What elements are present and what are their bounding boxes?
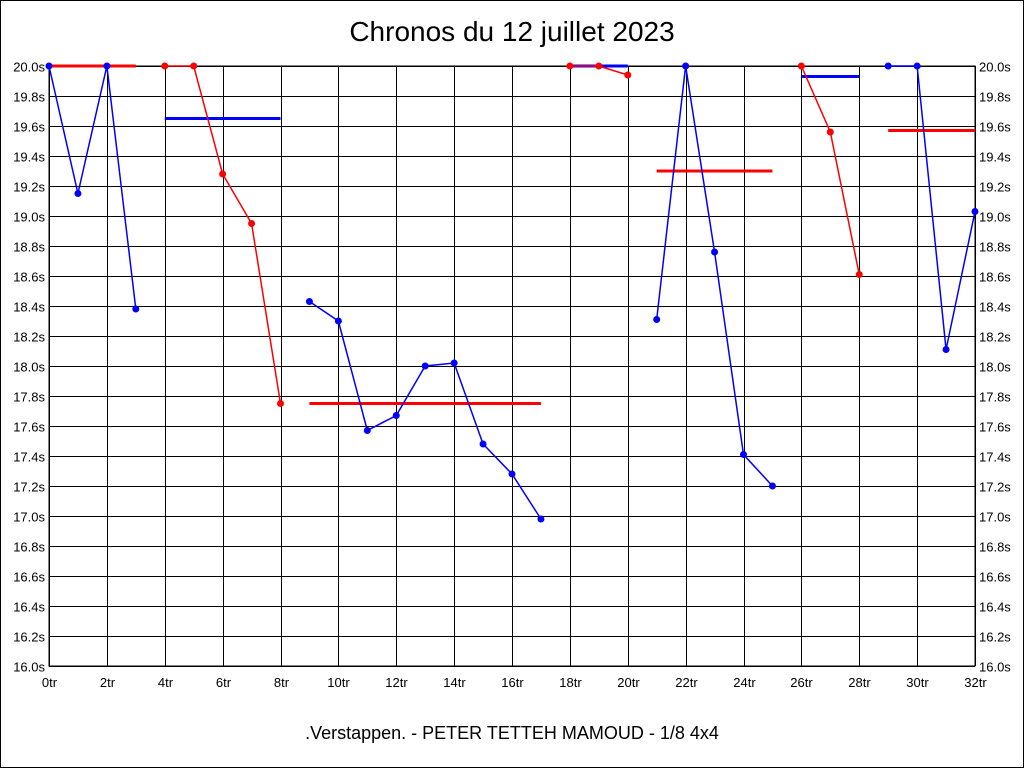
y-tick-label-left: 20.0s: [13, 60, 45, 75]
y-tick-label-right: 16.6s: [979, 570, 1011, 585]
data-point: [421, 362, 429, 370]
data-point: [219, 170, 227, 178]
x-tick-label: 0tr: [42, 675, 58, 690]
y-tick-label-right: 17.4s: [979, 450, 1011, 465]
y-tick-label-left: 19.6s: [13, 120, 45, 135]
x-tick-label: 20tr: [617, 675, 640, 690]
data-point: [305, 298, 313, 305]
series-line: [164, 65, 282, 404]
data-point: [740, 451, 747, 458]
y-tick-label-left: 18.6s: [13, 270, 45, 285]
y-tick-label-left: 16.6s: [13, 570, 45, 585]
y-tick-label-right: 18.4s: [979, 300, 1011, 315]
x-tick-label: 24tr: [733, 675, 756, 690]
x-tick-label: 10tr: [327, 675, 350, 690]
data-point: [74, 190, 82, 197]
y-tick-label-right: 17.8s: [979, 390, 1011, 405]
series-line: [800, 65, 860, 275]
data-point: [711, 248, 719, 256]
data-point: [363, 427, 371, 434]
y-tick-label-right: 19.6s: [979, 120, 1011, 135]
data-point: [566, 62, 574, 70]
x-tick-label: 6tr: [216, 675, 232, 690]
x-tick-label: 4tr: [158, 675, 174, 690]
data-point: [826, 128, 834, 136]
y-tick-label-left: 18.4s: [13, 300, 45, 315]
data-point: [595, 62, 603, 70]
y-tick-label-left: 19.2s: [13, 180, 45, 195]
y-tick-label-right: 16.2s: [979, 630, 1011, 645]
data-point: [653, 316, 661, 323]
data-point: [884, 62, 892, 70]
y-tick-label-right: 18.8s: [979, 240, 1011, 255]
y-tick-label-right: 18.6s: [979, 270, 1011, 285]
data-point: [392, 412, 400, 419]
data-point: [913, 62, 921, 70]
y-tick-label-right: 17.6s: [979, 420, 1011, 435]
x-tick-label: 2tr: [100, 675, 116, 690]
y-tick-label-right: 19.0s: [979, 210, 1011, 225]
data-point: [508, 470, 516, 478]
y-tick-label-right: 17.2s: [979, 480, 1011, 495]
y-tick-label-left: 16.8s: [13, 540, 45, 555]
x-tick-label: 8tr: [274, 675, 290, 690]
data-point: [768, 482, 776, 490]
y-tick-label-left: 18.0s: [13, 360, 45, 375]
x-tick-label: 28tr: [848, 675, 871, 690]
data-point: [103, 62, 111, 70]
data-point: [537, 515, 545, 523]
y-tick-label-right: 16.4s: [979, 600, 1011, 615]
chart-subtitle: .Verstappen. - PETER TETTEH MAMOUD - 1/8…: [305, 723, 719, 743]
y-tick-label-left: 16.2s: [13, 630, 45, 645]
data-point: [855, 271, 863, 278]
y-tick-label-right: 18.0s: [979, 360, 1011, 375]
y-tick-label-right: 19.2s: [979, 180, 1011, 195]
x-tick-label: 12tr: [385, 675, 408, 690]
y-tick-label-left: 17.6s: [13, 420, 45, 435]
data-point: [248, 220, 256, 227]
y-tick-label-right: 16.8s: [979, 540, 1011, 555]
y-tick-label-right: 19.4s: [979, 150, 1011, 165]
data-point: [942, 346, 950, 353]
y-tick-label-left: 17.4s: [13, 450, 45, 465]
y-tick-label-right: 16.0s: [979, 660, 1011, 675]
y-tick-label-right: 17.0s: [979, 510, 1011, 525]
series-line: [48, 65, 137, 310]
y-tick-label-right: 19.8s: [979, 90, 1011, 105]
data-point: [624, 71, 632, 79]
data-point: [277, 400, 284, 407]
y-tick-label-right: 20.0s: [979, 60, 1011, 75]
x-tick-label: 30tr: [906, 675, 929, 690]
y-tick-label-left: 17.0s: [13, 510, 45, 525]
y-tick-label-left: 17.2s: [13, 480, 45, 495]
x-tick-label: 32tr: [964, 675, 987, 690]
x-tick-label: 14tr: [443, 675, 466, 690]
data-point: [334, 317, 342, 325]
y-tick-label-left: 17.8s: [13, 390, 45, 405]
data-point: [132, 305, 140, 313]
y-tick-label-left: 16.0s: [13, 660, 45, 675]
data-point: [682, 62, 690, 70]
data-point: [161, 62, 169, 70]
data-point: [45, 62, 53, 70]
y-tick-label-left: 19.4s: [13, 150, 45, 165]
y-tick-label-left: 16.4s: [13, 600, 45, 615]
x-tick-label: 18tr: [559, 675, 582, 690]
chart-title: Chronos du 12 juillet 2023: [349, 16, 675, 47]
y-tick-label-left: 19.8s: [13, 90, 45, 105]
y-tick-label-left: 18.2s: [13, 330, 45, 345]
y-tick-label-left: 19.0s: [13, 210, 45, 225]
x-tick-label: 26tr: [790, 675, 813, 690]
y-tick-label-right: 18.2s: [979, 330, 1011, 345]
x-tick-label: 16tr: [501, 675, 524, 690]
y-tick-label-left: 18.8s: [13, 240, 45, 255]
data-point: [479, 440, 487, 448]
data-point: [971, 208, 979, 215]
data-point: [797, 62, 805, 70]
data-point: [190, 62, 198, 70]
x-tick-label: 22tr: [675, 675, 698, 690]
data-point: [450, 359, 458, 367]
series-line: [888, 65, 976, 350]
